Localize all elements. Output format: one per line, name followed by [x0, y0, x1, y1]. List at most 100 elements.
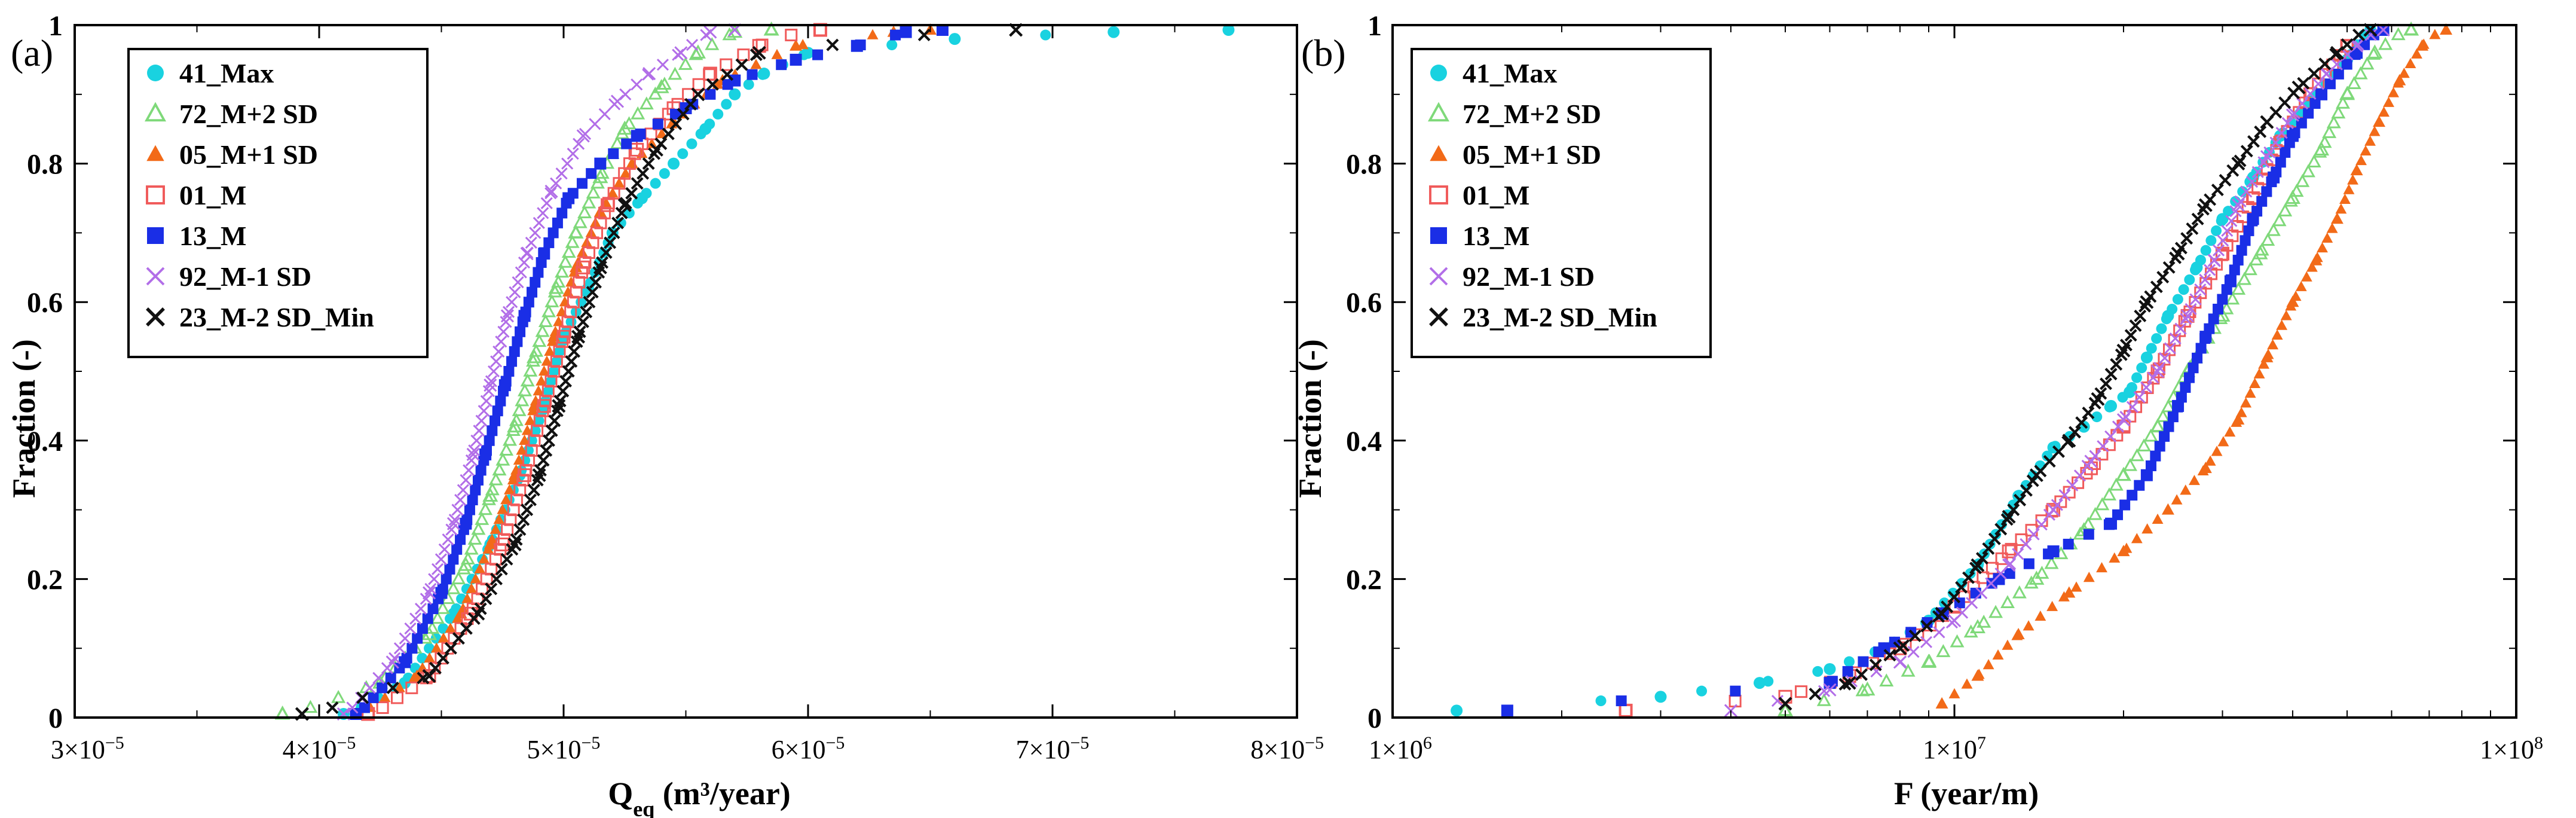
data-point — [2304, 87, 2317, 100]
data-point — [2346, 76, 2361, 89]
data-point — [458, 557, 474, 571]
y-tick-label: 0.4 — [1346, 426, 1382, 457]
legend-label: 01_M — [179, 180, 246, 210]
data-point — [2204, 455, 2216, 466]
legend-item: 72_M+2 SD — [144, 99, 318, 129]
data-point — [735, 58, 748, 71]
data-point — [582, 195, 596, 209]
data-point — [503, 366, 515, 377]
data-point — [430, 642, 442, 653]
data-point — [2156, 271, 2170, 283]
data-point — [2161, 503, 2174, 515]
data-point — [1977, 571, 1990, 584]
data-point — [2267, 339, 2279, 350]
data-point — [513, 454, 525, 465]
data-point — [544, 294, 559, 307]
legend-frame-a — [127, 48, 429, 358]
data-point — [576, 260, 591, 274]
data-point — [2066, 479, 2079, 492]
data-point — [492, 462, 507, 476]
data-point — [2353, 66, 2368, 80]
data-point — [576, 246, 588, 257]
data-point — [1040, 29, 1051, 41]
data-point — [499, 442, 514, 456]
data-point — [2124, 329, 2137, 342]
data-point — [2219, 173, 2232, 187]
data-point — [1754, 677, 1766, 689]
data-point — [515, 393, 530, 407]
data-point — [2295, 280, 2307, 291]
data-point — [1108, 26, 1120, 38]
data-point — [479, 593, 492, 605]
data-point — [648, 86, 663, 100]
data-point — [720, 58, 733, 71]
data-point — [1933, 626, 1945, 639]
legend-item: 13_M — [147, 221, 246, 251]
data-point — [737, 48, 750, 62]
data-point — [509, 286, 521, 298]
data-point — [2069, 426, 2081, 439]
axis-ticks-a: 0 0.2 0.4 0.6 0.8 1 3×10−5 4×10−5 5×10−5 6×10−5 7×… — [27, 10, 1324, 764]
data-point — [542, 434, 555, 447]
data-point — [2075, 416, 2088, 429]
data-point — [356, 691, 369, 704]
data-point — [577, 205, 592, 219]
data-point — [2429, 29, 2441, 39]
data-point — [543, 237, 555, 248]
data-point — [2289, 184, 2304, 197]
data-point — [2364, 135, 2376, 146]
data-point — [520, 373, 535, 387]
data-point — [2174, 322, 2187, 335]
data-point — [533, 216, 545, 229]
data-point — [2404, 57, 2416, 69]
data-point — [2324, 78, 2336, 90]
data-point — [628, 147, 641, 160]
data-point — [417, 623, 428, 634]
data-point — [2231, 199, 2245, 212]
data-point — [561, 245, 576, 258]
data-point — [2081, 517, 2095, 530]
data-point — [712, 108, 724, 120]
data-point — [599, 246, 613, 259]
x-tick-label: 1×108 — [2480, 733, 2543, 765]
data-point — [538, 248, 550, 260]
data-point — [2194, 283, 2207, 296]
data-point — [533, 415, 544, 426]
data-point — [1935, 606, 1949, 621]
data-point — [2181, 309, 2195, 323]
data-point — [446, 581, 461, 594]
x-axis-title-unit-a: (m³/year) — [654, 776, 791, 811]
data-point — [607, 226, 620, 239]
data-point — [705, 88, 716, 100]
legend-item: 72_M+2 SD — [1427, 99, 1601, 129]
data-point — [2023, 558, 2035, 569]
data-point — [2140, 469, 2153, 481]
data-point — [2280, 310, 2292, 321]
data-point — [2136, 362, 2147, 374]
data-point — [537, 399, 551, 413]
data-point — [2095, 497, 2110, 511]
data-point — [2155, 409, 2170, 422]
data-point — [518, 468, 532, 483]
data-point — [468, 444, 481, 457]
data-point — [2317, 135, 2332, 148]
data-point — [521, 425, 533, 435]
data-point — [451, 503, 464, 516]
data-point — [2007, 503, 2020, 517]
data-point — [530, 425, 541, 437]
data-point — [435, 553, 447, 566]
data-point — [639, 96, 654, 110]
data-point — [515, 326, 526, 337]
data-point — [721, 68, 734, 81]
data-point — [593, 205, 607, 217]
data-point — [2260, 149, 2274, 164]
data-point — [386, 655, 399, 669]
data-point — [495, 395, 506, 407]
data-point — [2326, 115, 2341, 129]
data-point — [2335, 96, 2350, 109]
data-point — [2388, 87, 2400, 97]
data-point — [650, 178, 661, 189]
data-point — [460, 622, 473, 635]
data-point — [2140, 351, 2153, 364]
data-point — [1992, 649, 2004, 660]
